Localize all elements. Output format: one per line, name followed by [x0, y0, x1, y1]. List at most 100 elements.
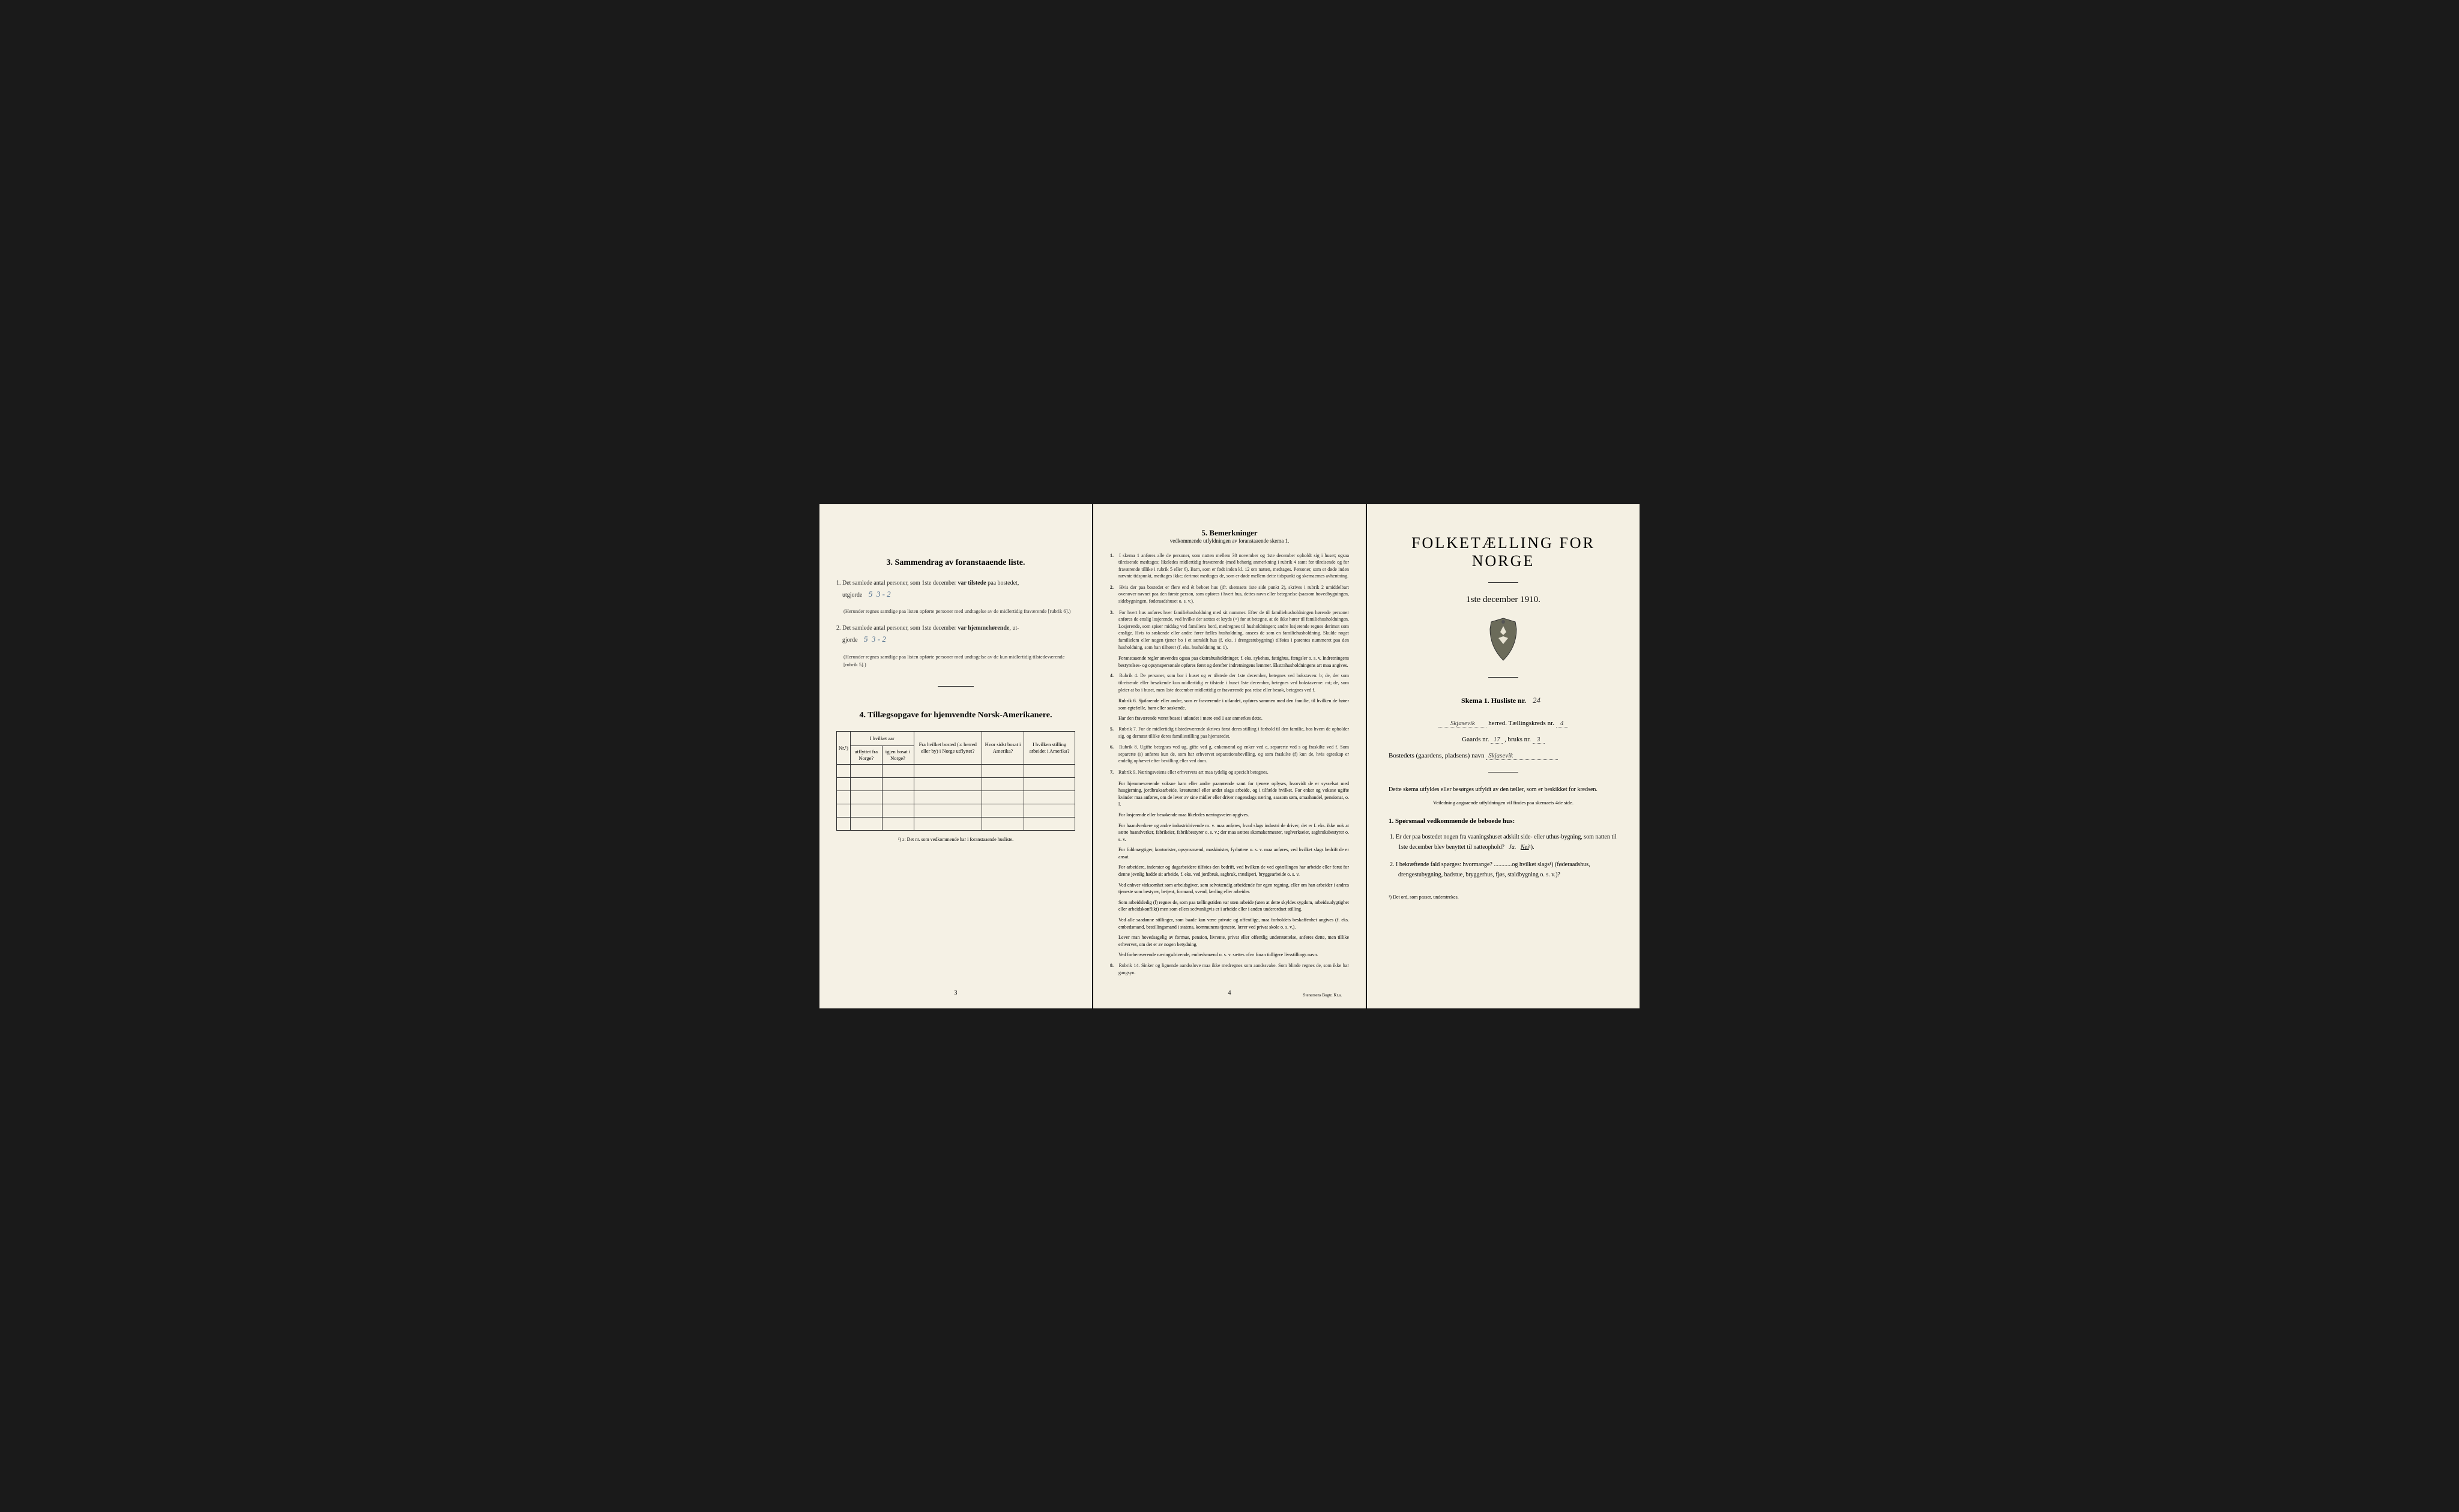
item1: 1. Det samlede antal personer, som 1ste … [836, 579, 1075, 601]
item2-value: 3 - 2 [872, 634, 886, 643]
remark-7d: For fuldmægtiger, kontorister, opsynsmæn… [1110, 846, 1349, 860]
remark-4-text: Rubrik 4. De personer, som bor i huset o… [1118, 673, 1349, 692]
remark-2-text: Hvis der paa bostedet er flere end ét be… [1118, 585, 1349, 604]
item2-bold: var hjemmehørende [958, 625, 1009, 631]
gaard-label: Gaards nr. [1462, 736, 1489, 743]
table-row [837, 804, 1075, 818]
th-bosted: Fra hvilket bosted (ɔ: herred eller by) … [914, 732, 982, 765]
page-number-3: 3 [955, 990, 958, 996]
page-middle: 5. Bemerkninger vedkommende utfyldningen… [1093, 504, 1366, 1008]
gaard-value: 17 [1491, 736, 1503, 744]
remark-7b: For losjerende eller besøkende maa likel… [1110, 812, 1349, 819]
th-aar: I hvilket aar [851, 732, 914, 746]
remark-4b: Rubrik 6. Sjøfarende eller andre, som er… [1110, 697, 1349, 711]
q1-sup: ¹). [1529, 844, 1534, 851]
form-divider [1488, 772, 1518, 773]
remark-2: 2. Hvis der paa bostedet er flere end ét… [1110, 584, 1349, 605]
coat-of-arms [1384, 617, 1623, 665]
remark-7g: Som arbeidsledig (l) regnes de, som paa … [1110, 899, 1349, 913]
bruks-label: , bruks nr. [1504, 736, 1531, 743]
remark-7i: Lever man hovedsagelig av formue, pensio… [1110, 934, 1349, 948]
remark-6-text: Rubrik 8. Ugifte betegnes ved ug, gifte … [1118, 744, 1349, 764]
question-1: 1. Er der paa bostedet nogen fra vaaning… [1384, 832, 1623, 852]
amerika-table: Nr.¹) I hvilket aar Fra hvilket bosted (… [836, 731, 1075, 831]
page-right: FOLKETÆLLING FOR NORGE 1ste december 191… [1367, 504, 1640, 1008]
q1-text: 1. Er der paa bostedet nogen fra vaaning… [1390, 834, 1617, 851]
herred-label: herred. Tællingskreds nr. [1488, 720, 1554, 727]
table-footnote: ¹) ɔ: Det nr. som vedkommende har i fora… [836, 837, 1075, 842]
remark-8-text: Rubrik 14. Sinker og lignende aandsslove… [1118, 963, 1349, 975]
table-row [837, 818, 1075, 831]
herred-value: Skjasevik [1438, 720, 1486, 727]
question-header: 1. Spørsmaal vedkommende de beboede hus: [1384, 818, 1623, 825]
crest-icon [1485, 617, 1521, 662]
section5-sub: vedkommende utfyldningen av foranstaaend… [1110, 538, 1349, 544]
remark-5-text: Rubrik 7. For de midlertidig tilstedevær… [1118, 726, 1349, 739]
th-amerika: Hvor sidst bosat i Amerika? [982, 732, 1024, 765]
bosted-label: Bostedets (gaardens, pladsens) navn [1389, 752, 1484, 759]
remark-7c: For haandverkere og andre industridriven… [1110, 822, 1349, 843]
remark-1-text: I skema 1 anføres alle de personer, som … [1118, 553, 1349, 579]
item1-handwritten: 5 3 - 2 [864, 589, 896, 598]
remark-6: 6. Rubrik 8. Ugifte betegnes ved ug, gif… [1110, 744, 1349, 765]
item2-handwritten: 5 3 - 2 [859, 634, 891, 643]
skema-number: 24 [1528, 696, 1545, 705]
bosted-line: Bostedets (gaardens, pladsens) navn Skja… [1384, 752, 1623, 760]
table-row [837, 765, 1075, 778]
th-nr: Nr.¹) [837, 732, 851, 765]
remark-3-text: For hvert hus anføres hver familiehushol… [1118, 610, 1349, 650]
bosted-value: Skjasevik [1486, 752, 1558, 760]
printer-mark: Stenersens Bogtr. Kr.a. [1303, 993, 1342, 998]
skema-line: Skema 1. Husliste nr. 24 [1384, 696, 1623, 705]
footnote-p3: ¹) Det ord, som passer, understrekes. [1384, 894, 1623, 900]
question-2: 2. I bekræftende fald spørges: hvormange… [1384, 860, 1623, 880]
q1-nei: Nei [1521, 844, 1529, 851]
page-number-4: 4 [1228, 990, 1231, 996]
crest-divider [1488, 677, 1518, 678]
item2-note: (Herunder regnes samtlige paa listen opf… [843, 653, 1075, 669]
item1-strike: 5 [869, 589, 873, 598]
main-title: FOLKETÆLLING FOR NORGE [1384, 534, 1623, 570]
table-row [837, 791, 1075, 804]
remark-4c: Har den fraværende været bosat i utlande… [1110, 715, 1349, 722]
th-utflyttet: utflyttet fra Norge? [851, 746, 883, 765]
remark-7e: For arbeidere, inderster og dagarbeidere… [1110, 864, 1349, 878]
item1-note: (Herunder regnes samtlige paa listen opf… [843, 607, 1075, 615]
th-stilling: I hvilken stilling arbeidet i Amerika? [1024, 732, 1075, 765]
remark-5: 5. Rubrik 7. For de midlertidig tilstede… [1110, 726, 1349, 739]
remark-7f: Ved enhver virksomhet som arbeidsgiver, … [1110, 882, 1349, 896]
section3-header: 3. Sammendrag av foranstaaende liste. [836, 558, 1075, 568]
item1-bold: var tilstede [958, 580, 986, 586]
divider [938, 686, 974, 687]
item1-suffix: paa bostedet, [986, 580, 1019, 586]
item1-line2: utgjorde [842, 592, 864, 598]
gaard-line: Gaards nr. 17 , bruks nr. 3 [1384, 736, 1623, 744]
instruction-small: Veiledning angaaende utfyldningen vil fi… [1384, 800, 1623, 806]
item2-prefix: 2. Det samlede antal personer, som 1ste … [836, 625, 958, 631]
item1-prefix: 1. Det samlede antal personer, som 1ste … [836, 580, 958, 586]
q1-ja: Ja. [1509, 844, 1516, 851]
section5-header: 5. Bemerkninger [1110, 528, 1349, 538]
census-document: 3. Sammendrag av foranstaaende liste. 1.… [819, 504, 1640, 1008]
remark-3b: Foranstaaende regler anvendes ogsaa paa … [1110, 655, 1349, 669]
item2-strike: 5 [864, 634, 868, 643]
instruction: Dette skema utfyldes eller besørges utfy… [1384, 785, 1623, 795]
page-left: 3. Sammendrag av foranstaaende liste. 1.… [819, 504, 1092, 1008]
remark-7h: Ved alle saadanne stillinger, som baade … [1110, 917, 1349, 930]
remark-3: 3. For hvert hus anføres hver familiehus… [1110, 609, 1349, 651]
remark-8: 8. Rubrik 14. Sinker og lignende aandssl… [1110, 962, 1349, 976]
item2: 2. Det samlede antal personer, som 1ste … [836, 624, 1075, 646]
th-bosat: igjen bosat i Norge? [882, 746, 914, 765]
kreds-value: 4 [1556, 720, 1568, 727]
title-divider [1488, 582, 1518, 583]
herred-line: Skjasevik herred. Tællingskreds nr. 4 [1384, 720, 1623, 727]
remark-7-text: Rubrik 9. Næringsveiens eller erhvervets… [1118, 770, 1269, 775]
item2-suffix: , ut- [1009, 625, 1019, 631]
bruks-value: 3 [1533, 736, 1545, 744]
item2-line2: gjorde [842, 637, 859, 643]
item1-value: 3 - 2 [876, 589, 891, 598]
section4-header: 4. Tillægsopgave for hjemvendte Norsk-Am… [836, 711, 1075, 720]
remark-4: 4. Rubrik 4. De personer, som bor i huse… [1110, 672, 1349, 693]
skema-label: Skema 1. Husliste nr. [1461, 696, 1526, 705]
remark-7j: Ved forhenværende næringsdrivende, embed… [1110, 951, 1349, 959]
